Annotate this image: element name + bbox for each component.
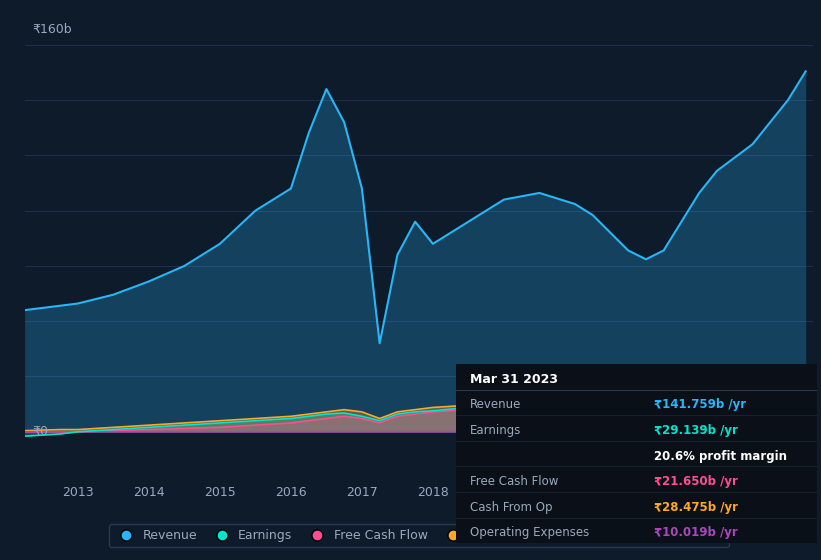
Text: Free Cash Flow: Free Cash Flow (470, 475, 558, 488)
Text: ₹160b: ₹160b (33, 23, 72, 36)
Text: Mar 31 2023: Mar 31 2023 (470, 373, 558, 386)
Text: Cash From Op: Cash From Op (470, 501, 553, 514)
Text: ₹10.019b /yr: ₹10.019b /yr (654, 526, 738, 539)
Text: 20.6% profit margin: 20.6% profit margin (654, 450, 787, 463)
Text: Earnings: Earnings (470, 424, 521, 437)
Text: Operating Expenses: Operating Expenses (470, 526, 589, 539)
Legend: Revenue, Earnings, Free Cash Flow, Cash From Op, Operating Expenses: Revenue, Earnings, Free Cash Flow, Cash … (108, 524, 729, 547)
Text: ₹0: ₹0 (33, 425, 48, 438)
Text: ₹29.139b /yr: ₹29.139b /yr (654, 424, 738, 437)
Text: ₹28.475b /yr: ₹28.475b /yr (654, 501, 738, 514)
Text: Revenue: Revenue (470, 399, 521, 412)
Text: ₹141.759b /yr: ₹141.759b /yr (654, 399, 746, 412)
Text: ₹21.650b /yr: ₹21.650b /yr (654, 475, 738, 488)
